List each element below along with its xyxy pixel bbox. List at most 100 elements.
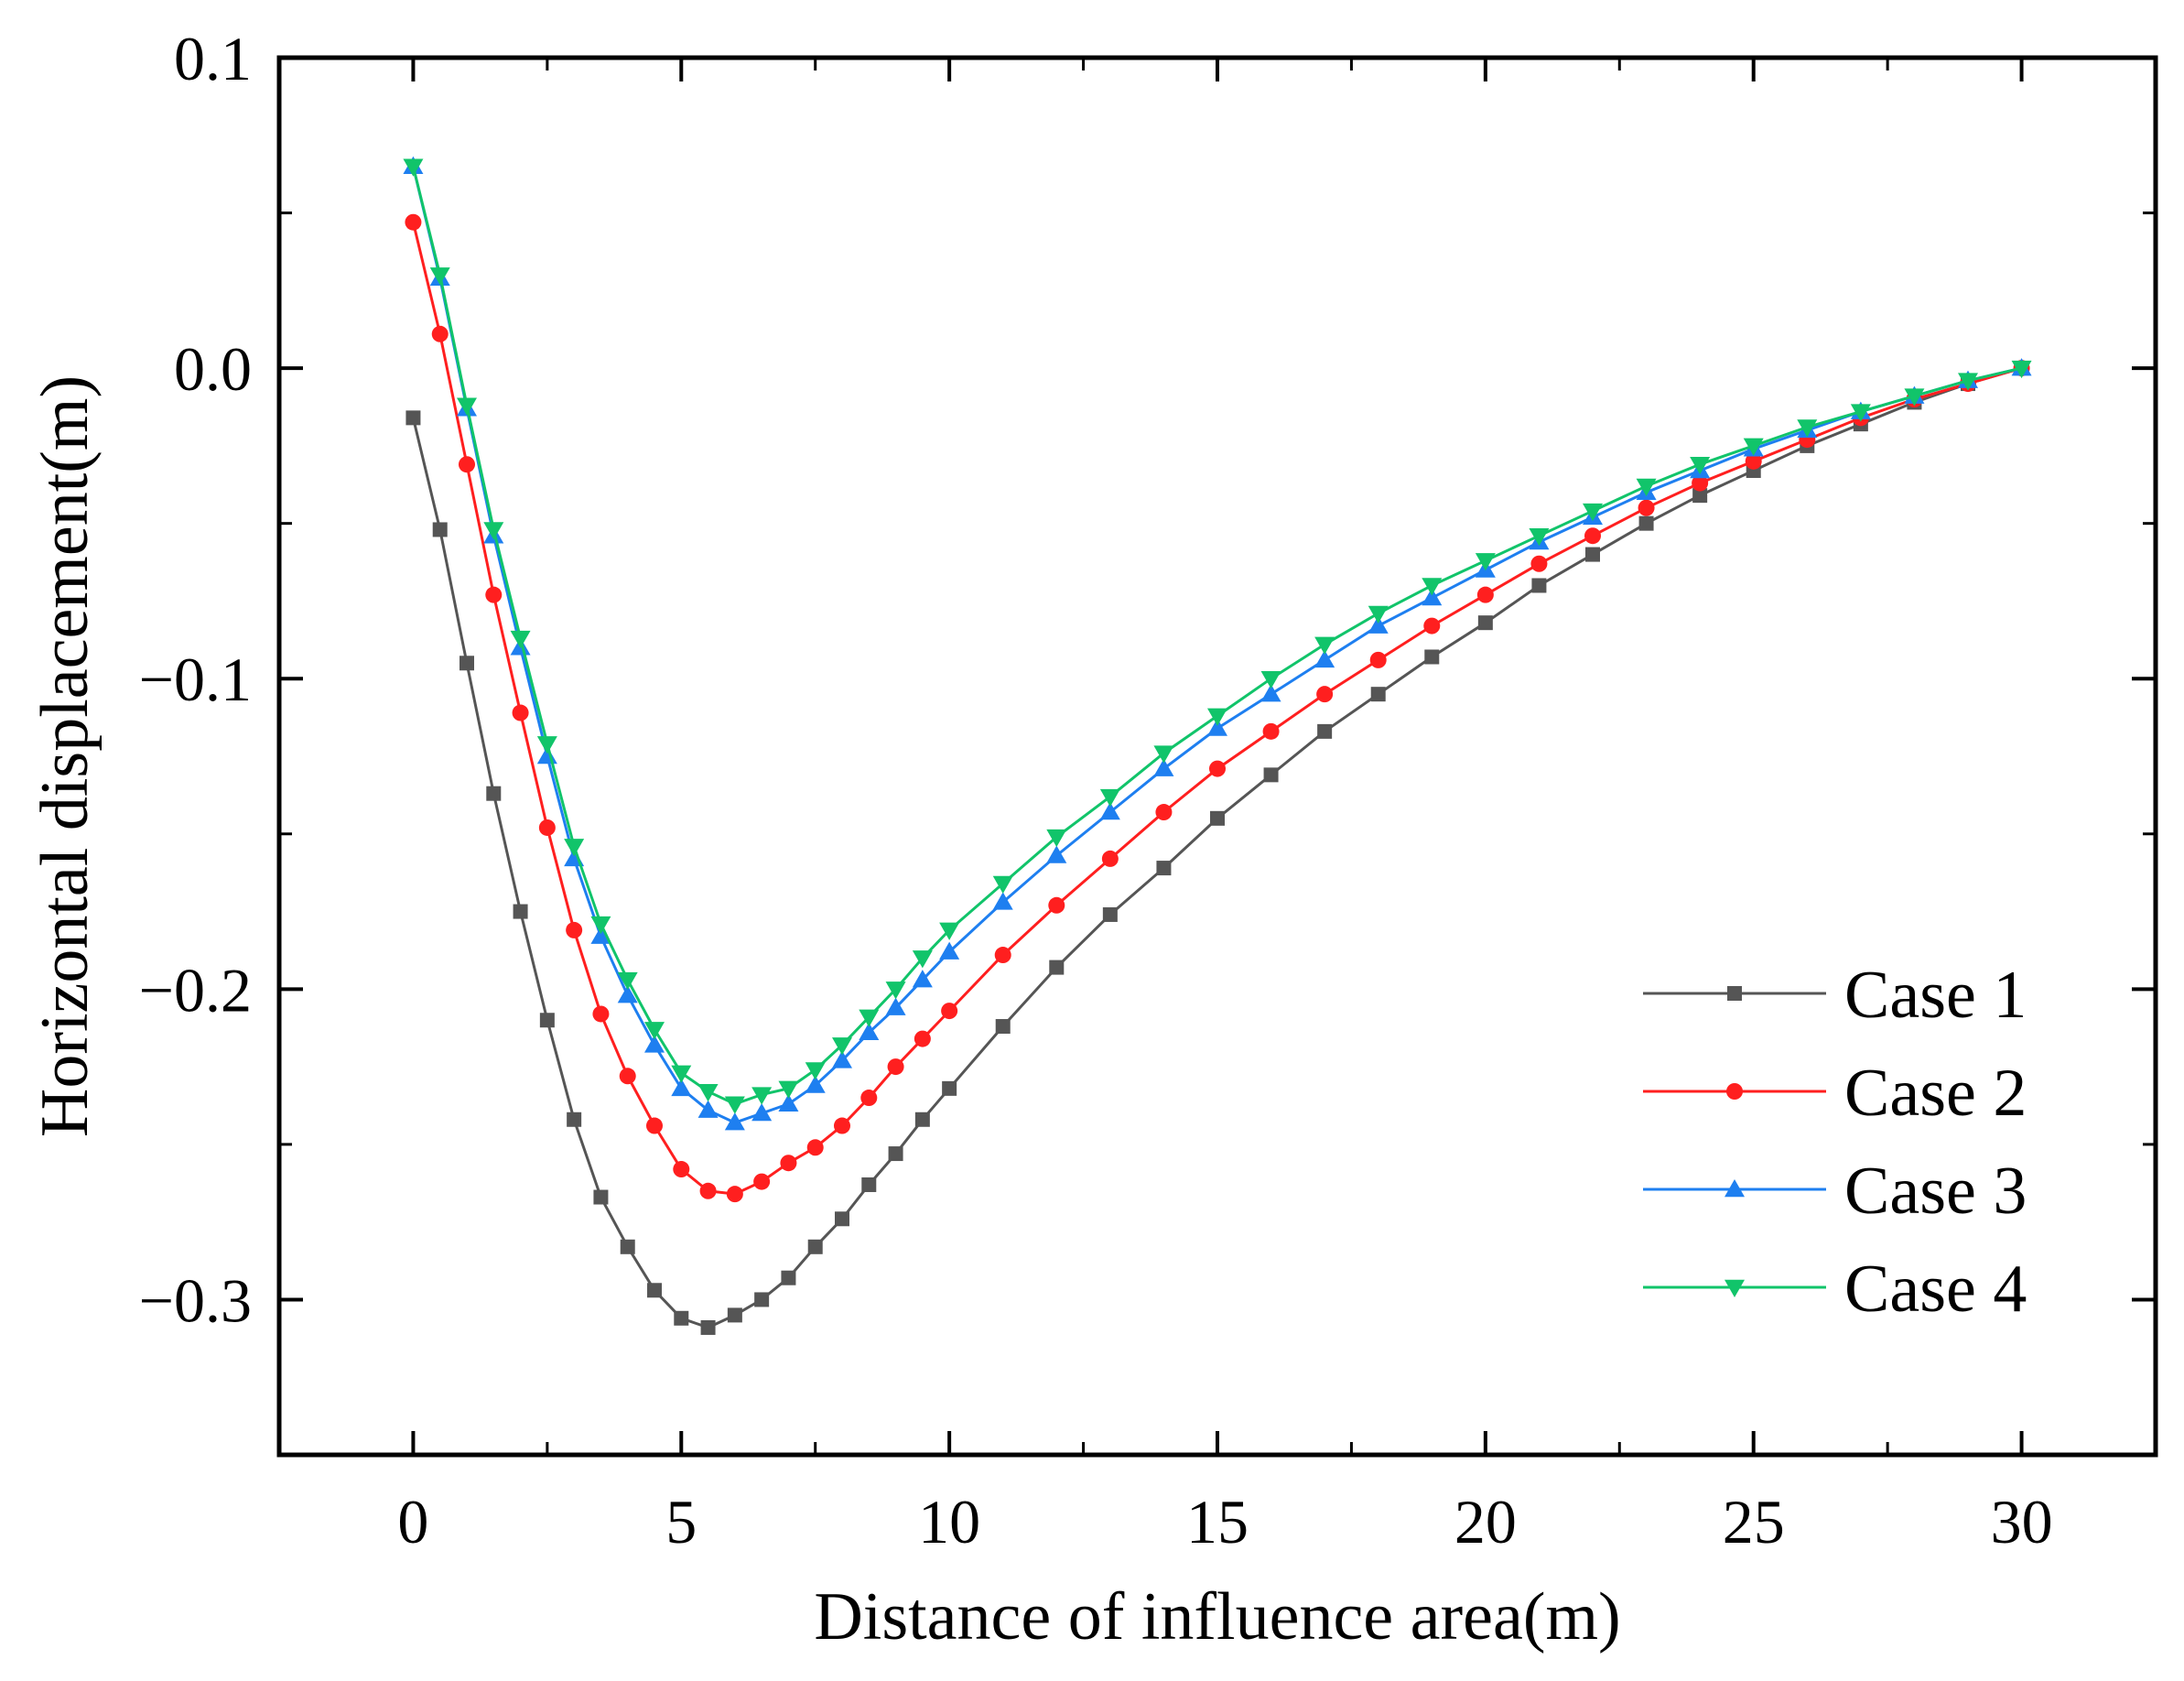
data-point xyxy=(1153,758,1174,776)
data-point xyxy=(1475,553,1496,571)
data-point xyxy=(939,941,960,960)
data-point xyxy=(671,1078,692,1097)
data-point xyxy=(2011,360,2032,379)
data-point xyxy=(1476,586,1494,603)
data-point xyxy=(861,1177,877,1192)
data-point xyxy=(887,1058,904,1076)
data-point xyxy=(994,947,1011,964)
x-tick-label: 15 xyxy=(1186,1487,1249,1556)
data-point xyxy=(832,1037,852,1056)
data-point xyxy=(647,1283,662,1298)
data-point xyxy=(754,1292,770,1307)
data-point xyxy=(1048,896,1065,914)
data-point xyxy=(1530,555,1548,572)
data-point xyxy=(1690,456,1711,475)
axis-ticks xyxy=(279,56,2156,1455)
data-point xyxy=(1692,474,1709,492)
data-point xyxy=(1584,527,1601,545)
x-axis-label: Distance of influence area(m) xyxy=(814,1579,1620,1654)
data-point xyxy=(617,985,638,1003)
legend-item: Case 1 xyxy=(1643,958,2027,1033)
data-point xyxy=(432,522,448,537)
data-point xyxy=(567,1112,582,1127)
data-point xyxy=(1636,478,1657,496)
data-point xyxy=(1207,718,1227,736)
data-point xyxy=(1958,373,1978,391)
legend-label: Case 2 xyxy=(1844,1056,2027,1131)
data-point xyxy=(1477,615,1493,631)
data-point xyxy=(590,916,611,935)
data-point xyxy=(564,839,585,857)
data-point xyxy=(832,1050,852,1068)
data-point xyxy=(1317,723,1333,739)
data-point xyxy=(1797,419,1818,438)
data-point xyxy=(1263,767,1279,783)
data-point xyxy=(405,410,421,426)
data-point xyxy=(674,1310,689,1326)
data-point xyxy=(859,1009,880,1027)
data-point xyxy=(644,1022,665,1040)
data-point xyxy=(483,522,504,540)
data-point xyxy=(860,1090,878,1107)
x-tick-label: 30 xyxy=(1991,1487,2053,1556)
data-point xyxy=(751,1102,773,1122)
data-point xyxy=(1368,605,1389,624)
data-point xyxy=(512,704,529,721)
data-point xyxy=(1370,687,1386,702)
data-point xyxy=(1316,686,1334,703)
y-tick-label: −0.3 xyxy=(139,1265,252,1335)
data-point xyxy=(1638,515,1654,531)
data-point xyxy=(941,1003,958,1020)
data-point xyxy=(1207,708,1227,726)
data-point xyxy=(1368,615,1389,634)
legend-label: Case 4 xyxy=(1844,1252,2027,1327)
data-point xyxy=(403,158,424,177)
series-2 xyxy=(405,213,2030,1203)
data-point xyxy=(1153,745,1174,764)
data-point xyxy=(1369,651,1387,668)
data-point xyxy=(1156,861,1172,876)
data-point xyxy=(1209,760,1226,777)
data-point xyxy=(620,1239,635,1254)
tick-labels: 0 5 10 15 20 25 30 0.1 0.0 −0.1 −0.2 −0.3 xyxy=(139,24,2053,1556)
data-point xyxy=(724,1112,745,1131)
data-point xyxy=(805,1062,826,1080)
data-point xyxy=(1046,845,1067,863)
data-point xyxy=(486,786,502,801)
data-point xyxy=(1422,588,1443,606)
data-point xyxy=(1529,527,1550,547)
data-point xyxy=(1262,722,1280,740)
series-4 xyxy=(403,158,2032,1114)
data-point xyxy=(429,267,450,286)
data-point xyxy=(644,1035,665,1053)
x-tick-label: 5 xyxy=(665,1487,697,1556)
data-point xyxy=(510,630,531,649)
legend-marker xyxy=(1724,1179,1745,1198)
data-point xyxy=(781,1270,796,1285)
data-point xyxy=(673,1161,690,1178)
legend-item: Case 2 xyxy=(1643,1056,2027,1131)
data-point xyxy=(942,1080,957,1096)
y-tick-label: −0.2 xyxy=(139,955,252,1025)
data-point xyxy=(459,456,475,473)
x-tick-label: 10 xyxy=(918,1487,980,1556)
legend-label: Case 3 xyxy=(1844,1154,2027,1229)
data-point xyxy=(457,397,477,416)
data-point xyxy=(914,1112,930,1127)
legend-marker xyxy=(1726,1083,1743,1100)
data-point xyxy=(1850,404,1871,422)
data-point xyxy=(912,950,933,969)
data-point xyxy=(699,1182,717,1199)
data-point xyxy=(753,1173,771,1190)
data-point xyxy=(617,971,638,991)
y-tick-label: −0.1 xyxy=(139,645,252,714)
data-point xyxy=(1638,499,1655,516)
data-point xyxy=(914,1030,931,1047)
data-point xyxy=(885,981,906,1000)
data-point xyxy=(485,586,503,603)
data-point xyxy=(807,1239,823,1254)
data-series xyxy=(403,156,2032,1335)
data-point xyxy=(780,1155,797,1172)
data-point xyxy=(1743,438,1764,456)
